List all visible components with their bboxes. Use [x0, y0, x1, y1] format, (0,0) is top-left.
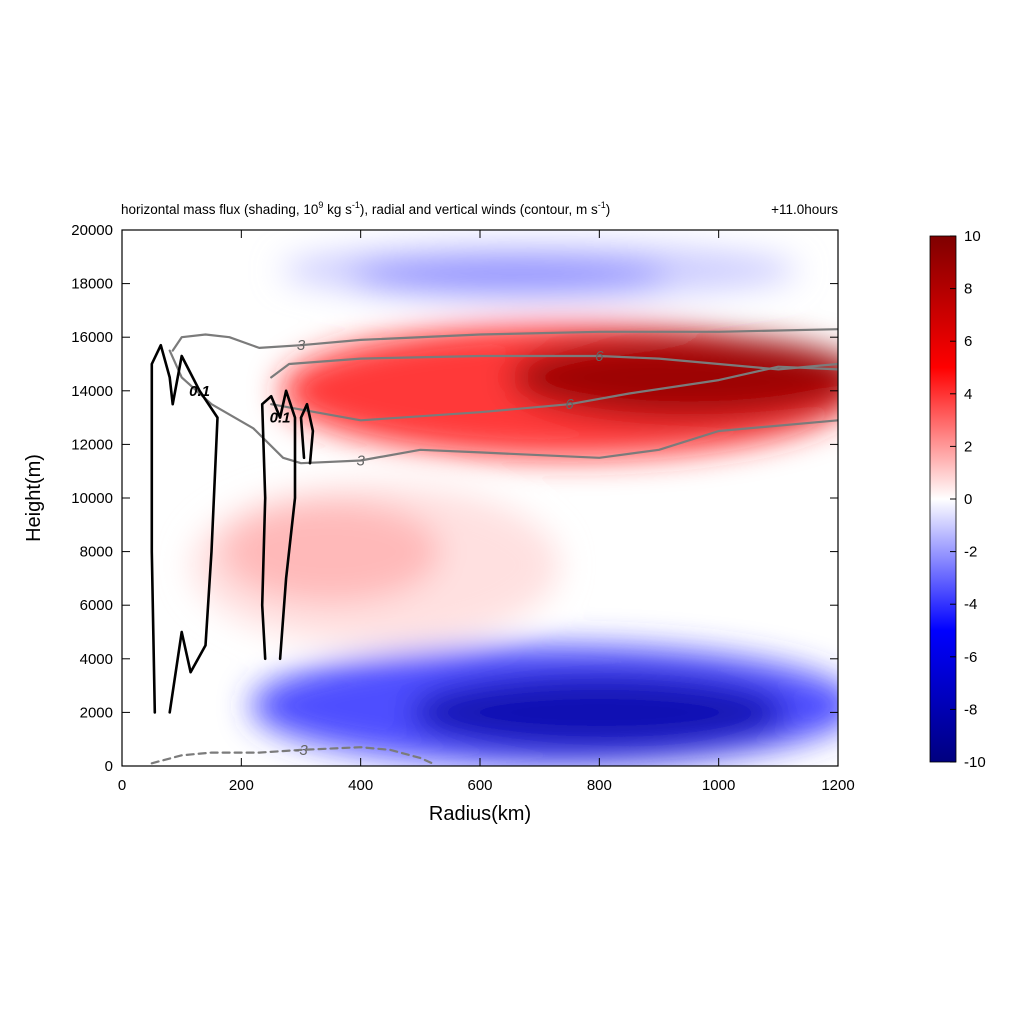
colorbar-tick-label-9: -8 [964, 701, 977, 718]
colorbar-tick-label-4: 2 [964, 438, 972, 455]
x-tick-label-3: 600 [467, 777, 492, 794]
colorbar-tick-label-0: 10 [964, 228, 981, 245]
colorbar-tick-label-7: -4 [964, 596, 977, 613]
y-axis: 0 2000 4000 6000 8000 10000 12000 14000 16000 180… [71, 222, 838, 775]
contour-1 [270, 354, 838, 379]
contour-4 [150, 746, 434, 765]
contour-label-2: 6 [565, 396, 574, 413]
contour-label-5: 0.1 [189, 383, 210, 400]
colorbar-ticks: 10 8 6 4 2 0 -2 -4 -6 -8 -10 [950, 228, 986, 771]
plot-area: 3 6 6 3 -3 0.1 0.1 0 200 400 600 800 1000 1200 0 2000… [71, 222, 855, 794]
chart-title: horizontal mass flux (shading, 109 kg s-… [121, 200, 610, 217]
y-tick-label-9: 18000 [71, 276, 113, 293]
y-axis-title: Height(m) [23, 454, 45, 542]
y-tick-label-4: 8000 [80, 544, 113, 561]
contour-label-4: -3 [294, 742, 308, 759]
colorbar-tick-label-5: 0 [964, 491, 972, 508]
x-tick-label-0: 0 [118, 777, 126, 794]
colorbar-tick-label-2: 6 [964, 333, 972, 350]
y-tick-label-10: 20000 [71, 222, 113, 239]
shading-core-1 [410, 674, 789, 751]
shading-core-3 [221, 501, 441, 602]
contour-3 [168, 349, 838, 465]
y-tick-label-1: 2000 [80, 704, 113, 721]
contour-label-6: 0.1 [270, 410, 291, 427]
x-tick-label-5: 1000 [702, 777, 735, 794]
contour-6 [260, 389, 297, 661]
colorbar-tick-label-6: -2 [964, 544, 977, 561]
colorbar-tick-label-8: -6 [964, 649, 977, 666]
x-axis: 0 200 400 600 800 1000 1200 [118, 230, 855, 794]
y-tick-label-7: 14000 [71, 383, 113, 400]
contour-7 [299, 402, 315, 465]
shading-core-2 [350, 258, 669, 293]
x-tick-label-6: 1200 [821, 777, 854, 794]
y-tick-label-6: 12000 [71, 436, 113, 453]
colorbar: 10 8 6 4 2 0 -2 -4 -6 -8 -10 [929, 228, 986, 771]
colorbar-tick-label-10: -10 [964, 754, 986, 771]
time-label: +11.0hours [771, 202, 838, 217]
x-tick-label-4: 800 [587, 777, 612, 794]
x-tick-label-2: 400 [348, 777, 373, 794]
colorbar-tick-label-3: 4 [964, 386, 972, 403]
y-tick-label-5: 10000 [71, 490, 113, 507]
colorbar-tick-label-1: 8 [964, 281, 972, 298]
contour-label-0: 3 [297, 337, 306, 354]
contour-5 [150, 343, 219, 714]
contour-layer: 3 6 6 3 -3 0.1 0.1 [150, 328, 838, 765]
contour-0 [171, 328, 838, 352]
y-tick-label-2: 4000 [80, 651, 113, 668]
contour-label-3: 3 [356, 452, 365, 469]
x-tick-label-1: 200 [229, 777, 254, 794]
contour-label-1: 6 [595, 348, 604, 365]
y-tick-label-0: 0 [105, 758, 113, 775]
contour-2 [270, 365, 838, 422]
x-axis-title: Radius(km) [429, 803, 531, 825]
y-tick-label-3: 6000 [80, 597, 113, 614]
y-tick-label-8: 16000 [71, 329, 113, 346]
